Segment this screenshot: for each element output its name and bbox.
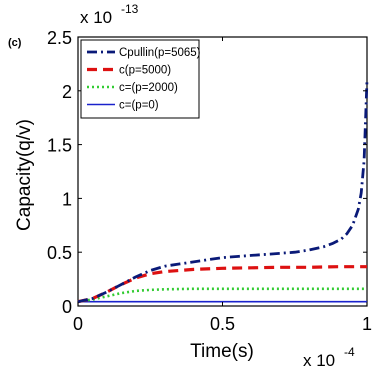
- y-tick-label: 2: [62, 82, 72, 102]
- y-multiplier-exponent: -13: [121, 2, 139, 16]
- y-axis-label: Capacity(q/v): [14, 119, 35, 231]
- y-tick-label: 1.5: [47, 136, 72, 156]
- legend-label-3: c=(p=2000): [119, 82, 178, 94]
- y-multiplier-base: x 10: [80, 8, 112, 27]
- legend: Cpullin(p=5065) c(p=5000) c=(p=2000) c=(p=0…: [80, 39, 201, 119]
- x-axis-multiplier: x 10 -4: [303, 345, 355, 370]
- legend-label-4: c=(p=0): [119, 100, 159, 112]
- series-group: [77, 79, 369, 304]
- x-axis-label: Time(s): [190, 341, 254, 362]
- legend-label-2: c(p=5000): [119, 65, 171, 77]
- x-multiplier-exponent: -4: [344, 345, 355, 359]
- x-tick-label: 1: [362, 314, 372, 334]
- series-line-2: [77, 265, 367, 304]
- y-axis-multiplier: x 10 -13: [80, 2, 139, 27]
- panel-tag: (c): [8, 37, 22, 49]
- y-tick-label: 1: [62, 189, 72, 209]
- x-multiplier-base: x 10: [303, 351, 335, 370]
- tick-group: 0 0.5 1 0 0.5 1 1.5 2 2.5: [47, 28, 372, 334]
- y-tick-label: 2.5: [47, 28, 72, 48]
- series-line-3: [77, 287, 367, 303]
- y-tick-label: 0.5: [47, 243, 72, 263]
- series-line-1: [77, 79, 369, 304]
- x-tick-label: 0: [73, 314, 83, 334]
- x-tick-label: 0.5: [210, 314, 235, 334]
- y-tick-label: 0: [62, 297, 72, 317]
- legend-label-1: Cpullin(p=5065): [119, 47, 201, 59]
